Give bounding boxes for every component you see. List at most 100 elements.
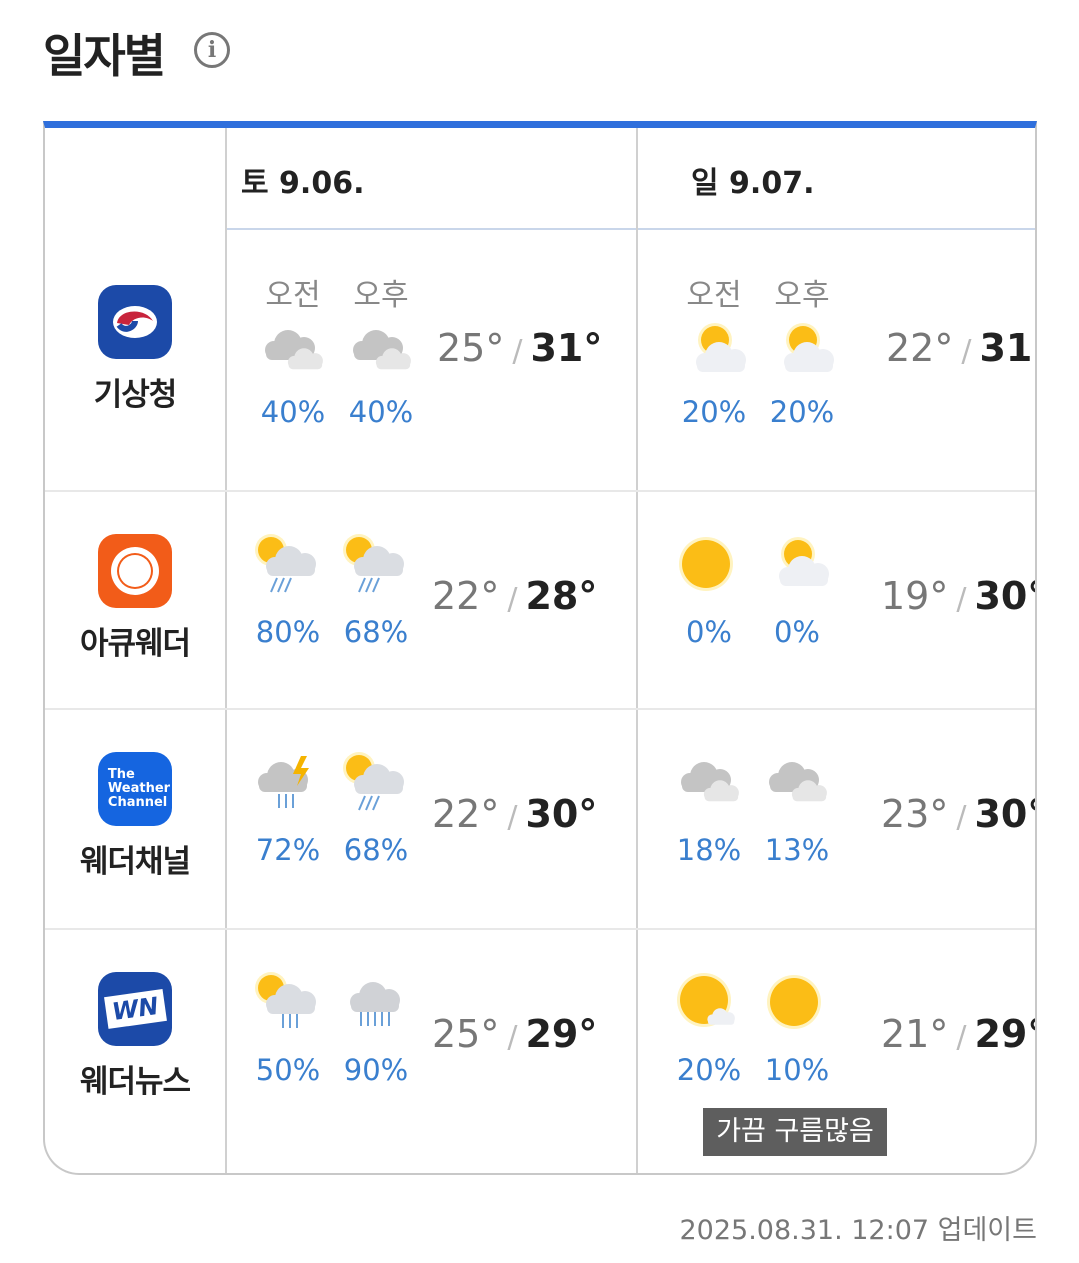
info-icon[interactable]: i — [194, 32, 230, 68]
temp-separator: / — [512, 334, 523, 369]
partly-cloudy-icon — [753, 532, 841, 598]
sun-shower-icon — [244, 970, 332, 1036]
thunder-rain-icon — [244, 750, 332, 816]
provider-name: 아큐웨더 — [79, 626, 191, 662]
weather-channel-logo: The Weather Channel — [98, 752, 172, 826]
low-temp: 22° — [432, 792, 500, 836]
high-temp: 29° — [525, 1012, 598, 1056]
forecast-cell: 50% 90% 25°/29° — [227, 928, 637, 1173]
accuweather-logo — [98, 534, 172, 608]
mostly-sunny-icon — [665, 970, 753, 1036]
precip-probability: 0% — [685, 615, 732, 649]
provider-name: 기상청 — [93, 377, 178, 413]
forecast-cell: 오전 20% 오후 20% 22°/31° — [638, 230, 1035, 490]
precip-probability: 50% — [255, 1053, 321, 1087]
temperature-range: 23°/30° — [881, 792, 1035, 836]
am-label: 오전 — [265, 278, 321, 313]
precip-probability: 90% — [343, 1053, 409, 1087]
partly-cloudy-icon — [670, 318, 758, 384]
day-header-sun: 일 9.07. — [638, 128, 1035, 230]
temperature-range: 21°/29° — [881, 1012, 1035, 1056]
temp-separator: / — [961, 334, 972, 369]
low-temp: 25° — [432, 1012, 500, 1056]
provider-1[interactable]: 아큐웨더 — [45, 534, 225, 663]
partly-cloudy-icon — [758, 318, 846, 384]
provider-3[interactable]: WN 웨더뉴스 — [45, 972, 225, 1101]
temperature-range: 22°/30° — [432, 792, 597, 836]
provider-0[interactable]: 기상청 — [45, 285, 225, 414]
precip-probability: 20% — [769, 395, 835, 429]
temperature-range: 22°/31° — [886, 326, 1035, 370]
provider-name: 웨더채널 — [79, 844, 191, 880]
precip-probability: 13% — [764, 833, 830, 867]
precip-probability: 68% — [343, 615, 409, 649]
kma-logo — [98, 285, 172, 359]
temp-separator: / — [956, 582, 967, 617]
pm-label: 오후 — [353, 278, 409, 313]
high-temp: 31° — [530, 326, 603, 370]
pm-label: 오후 — [774, 278, 830, 313]
daily-forecast-table: 토 9.06. 일 9.07. 기상청 오전 40% 오후 40% 25°/31° 오전 20… — [43, 121, 1037, 1175]
cloudy-icon — [665, 750, 753, 816]
temperature-range: 25°/31° — [437, 326, 602, 370]
temperature-range: 19°/30° — [881, 574, 1035, 618]
precip-probability: 10% — [764, 1053, 830, 1087]
sunny-icon — [753, 970, 841, 1036]
forecast-cell: 0% 0% 19°/30° — [638, 490, 1035, 708]
low-temp: 22° — [886, 326, 954, 370]
temperature-range: 22°/28° — [432, 574, 597, 618]
sunny-icon — [665, 532, 753, 598]
precip-probability: 18% — [676, 833, 742, 867]
temp-separator: / — [956, 800, 967, 835]
forecast-cell: 80% 68% 22°/28° — [227, 490, 637, 708]
sun-rain-icon — [332, 532, 420, 598]
low-temp: 22° — [432, 574, 500, 618]
provider-name: 웨더뉴스 — [79, 1064, 191, 1100]
cloud-rain-icon — [332, 970, 420, 1036]
sun-rain-icon — [332, 750, 420, 816]
day-header-sat: 토 9.06. — [227, 128, 636, 230]
forecast-cell: 20% 10% 21°/29° — [638, 928, 1035, 1173]
cloudy-icon — [753, 750, 841, 816]
tooltip: 가끔 구름많음 — [703, 1108, 887, 1156]
low-temp: 21° — [881, 1012, 949, 1056]
row-divider — [45, 490, 1035, 492]
precip-probability: 20% — [681, 395, 747, 429]
temp-separator: / — [507, 1020, 518, 1055]
cloudy-icon — [337, 318, 425, 384]
am-label: 오전 — [686, 278, 742, 313]
precip-probability: 80% — [255, 615, 321, 649]
sun-rain-icon — [244, 532, 332, 598]
high-temp: 28° — [525, 574, 598, 618]
temperature-range: 25°/29° — [432, 1012, 597, 1056]
precip-probability: 20% — [676, 1053, 742, 1087]
high-temp: 30° — [525, 792, 598, 836]
weathernews-logo: WN — [98, 972, 172, 1046]
forecast-cell: 72% 68% 22°/30° — [227, 708, 637, 928]
low-temp: 19° — [881, 574, 949, 618]
forecast-cell: 오전 40% 오후 40% 25°/31° — [227, 230, 637, 490]
row-divider — [45, 708, 1035, 710]
divider — [225, 128, 227, 1173]
page-title: 일자별 — [43, 29, 166, 83]
high-temp: 30° — [974, 574, 1035, 618]
low-temp: 23° — [881, 792, 949, 836]
temp-separator: / — [507, 582, 518, 617]
high-temp: 29° — [974, 1012, 1035, 1056]
updated-timestamp: 2025.08.31. 12:07 업데이트 — [679, 1215, 1037, 1246]
precip-probability: 68% — [343, 833, 409, 867]
provider-2[interactable]: The Weather Channel 웨더채널 — [45, 752, 225, 881]
high-temp: 30° — [974, 792, 1035, 836]
cloudy-icon — [249, 318, 337, 384]
temp-separator: / — [956, 1020, 967, 1055]
divider — [636, 128, 638, 1173]
row-divider — [45, 928, 1035, 930]
high-temp: 31° — [979, 326, 1035, 370]
forecast-cell: 18% 13% 23°/30° — [638, 708, 1035, 928]
precip-probability: 40% — [260, 395, 326, 429]
precip-probability: 40% — [348, 395, 414, 429]
precip-probability: 72% — [255, 833, 321, 867]
low-temp: 25° — [437, 326, 505, 370]
temp-separator: / — [507, 800, 518, 835]
precip-probability: 0% — [773, 615, 820, 649]
